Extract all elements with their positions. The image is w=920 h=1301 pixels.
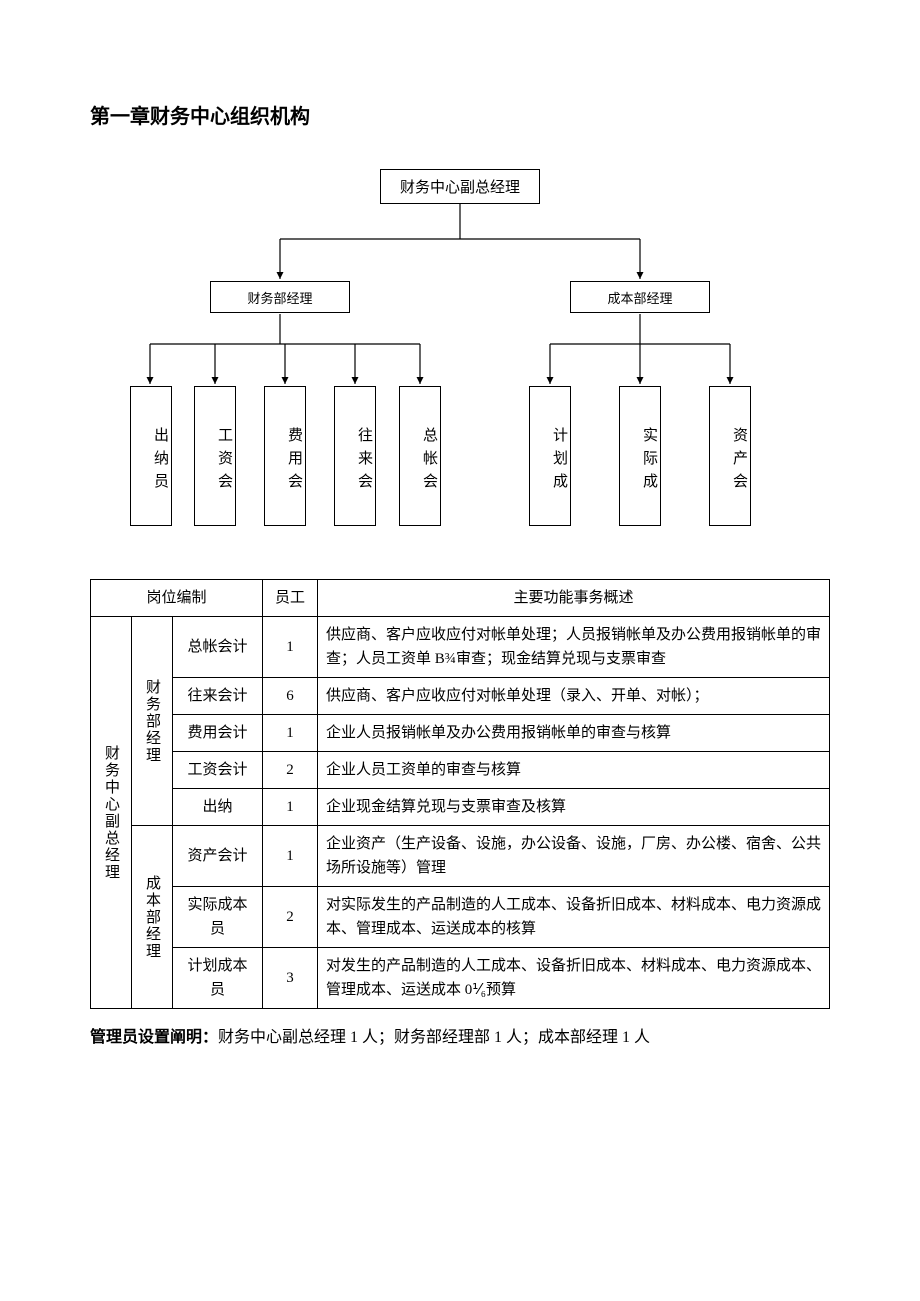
table-row: 财务中心副总经理 财务部经理 总帐会计 1 供应商、客户应收应付对帐单处理；人员… <box>91 617 830 678</box>
cell-pos: 工资会计 <box>173 752 263 789</box>
cell-desc: 对实际发生的产品制造的人工成本、设备折旧成本、材料成本、电力资源成本、管理成本、… <box>318 887 830 948</box>
cell-num: 2 <box>263 752 318 789</box>
cell-pos: 资产会计 <box>173 826 263 887</box>
org-node-mid-left: 财务部经理 <box>210 281 350 313</box>
col-level1: 财务中心副总经理 <box>91 617 132 1009</box>
org-leaf-7: 资产会 <box>709 386 751 526</box>
th-count: 员工 <box>263 580 318 617</box>
cell-desc: 企业现金结算兑现与支票审查及核算 <box>318 789 830 826</box>
table-row: 成本部经理 资产会计 1 企业资产（生产设备、设施，办公设备、设施，厂房、办公楼… <box>91 826 830 887</box>
cell-num: 6 <box>263 678 318 715</box>
cell-desc: 对发生的产品制造的人工成本、设备折旧成本、材料成本、电力资源成本、管理成本、运送… <box>318 948 830 1009</box>
org-node-mid-right: 成本部经理 <box>570 281 710 313</box>
cell-pos: 往来会计 <box>173 678 263 715</box>
th-position: 岗位编制 <box>91 580 263 617</box>
col-group2-label: 成本部经理 <box>140 875 164 960</box>
col-group1: 财务部经理 <box>132 617 173 826</box>
staffing-table: 岗位编制 员工 主要功能事务概述 财务中心副总经理 财务部经理 总帐会计 1 供… <box>90 579 830 1009</box>
cell-num: 3 <box>263 948 318 1009</box>
footer-note: 管理员设置阐明：财务中心副总经理 1 人；财务部经理部 1 人；成本部经理 1 … <box>90 1023 830 1047</box>
table-row: 出纳 1 企业现金结算兑现与支票审查及核算 <box>91 789 830 826</box>
org-leaf-2: 费用会 <box>264 386 306 526</box>
cell-num: 1 <box>263 826 318 887</box>
col-level1-label: 财务中心副总经理 <box>99 745 123 881</box>
cell-pos: 总帐会计 <box>173 617 263 678</box>
table-row: 计划成本员 3 对发生的产品制造的人工成本、设备折旧成本、材料成本、电力资源成本… <box>91 948 830 1009</box>
cell-num: 2 <box>263 887 318 948</box>
org-node-top: 财务中心副总经理 <box>380 169 540 204</box>
cell-pos: 费用会计 <box>173 715 263 752</box>
cell-desc: 企业人员工资单的审查与核算 <box>318 752 830 789</box>
cell-desc: 企业人员报销帐单及办公费用报销帐单的审查与核算 <box>318 715 830 752</box>
org-leaf-0: 出纳员 <box>130 386 172 526</box>
cell-num: 1 <box>263 789 318 826</box>
col-group2: 成本部经理 <box>132 826 173 1009</box>
chapter-title: 第一章财务中心组织机构 <box>90 100 830 129</box>
org-leaf-6: 实际成 <box>619 386 661 526</box>
cell-pos: 实际成本员 <box>173 887 263 948</box>
table-row: 实际成本员 2 对实际发生的产品制造的人工成本、设备折旧成本、材料成本、电力资源… <box>91 887 830 948</box>
org-leaf-1: 工资会 <box>194 386 236 526</box>
cell-desc: 企业资产（生产设备、设施，办公设备、设施，厂房、办公楼、宿舍、公共场所设施等）管… <box>318 826 830 887</box>
org-leaf-5: 计划成 <box>529 386 571 526</box>
org-leaf-4: 总帐会 <box>399 386 441 526</box>
cell-num: 1 <box>263 617 318 678</box>
document-page: 第一章财务中心组织机构 <box>0 0 920 1107</box>
org-leaf-3: 往来会 <box>334 386 376 526</box>
table-row: 工资会计 2 企业人员工资单的审查与核算 <box>91 752 830 789</box>
cell-pos: 出纳 <box>173 789 263 826</box>
table-row: 往来会计 6 供应商、客户应收应付对帐单处理（录入、开单、对帐）； <box>91 678 830 715</box>
org-chart: 财务中心副总经理 财务部经理 成本部经理 出纳员 工资会 费用会 往来会 总帐会… <box>130 159 790 539</box>
table-row: 费用会计 1 企业人员报销帐单及办公费用报销帐单的审查与核算 <box>91 715 830 752</box>
cell-num: 1 <box>263 715 318 752</box>
th-desc: 主要功能事务概述 <box>318 580 830 617</box>
col-group1-label: 财务部经理 <box>140 679 164 764</box>
footer-text: 财务中心副总经理 1 人；财务部经理部 1 人；成本部经理 1 人 <box>218 1029 650 1046</box>
footer-bold: 管理员设置阐明： <box>90 1029 218 1046</box>
cell-pos: 计划成本员 <box>173 948 263 1009</box>
cell-desc: 供应商、客户应收应付对帐单处理；人员报销帐单及办公费用报销帐单的审查；人员工资单… <box>318 617 830 678</box>
cell-desc: 供应商、客户应收应付对帐单处理（录入、开单、对帐）； <box>318 678 830 715</box>
table-header-row: 岗位编制 员工 主要功能事务概述 <box>91 580 830 617</box>
